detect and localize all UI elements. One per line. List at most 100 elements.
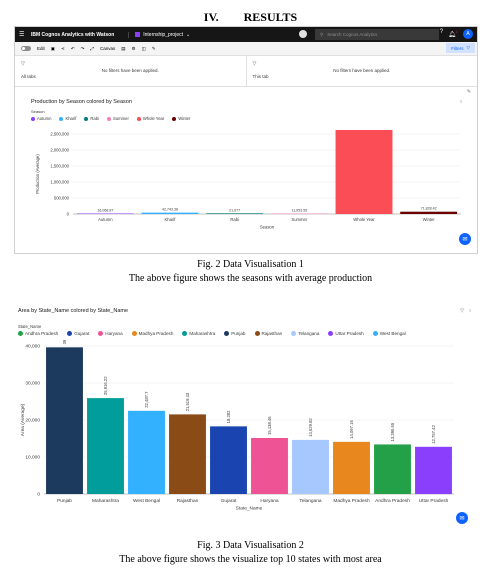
assistant-icon[interactable] [299,30,307,38]
cognos-screenshot: ☰ IBM Cognos Analytics with Watson Inter… [14,26,478,254]
legend-item[interactable]: Kharif [59,116,76,121]
data-label: 42,743.38 [162,208,178,212]
y-tick-label: 0 [67,212,70,217]
data-label: 13,395.65 [390,422,395,441]
legend-item[interactable]: Summer [107,116,129,121]
legend-label: Whole Year [142,116,165,121]
chat-assistant-icon[interactable]: ✉ [459,233,471,245]
bulb-icon[interactable]: ♀ [459,99,463,105]
bar [415,446,452,494]
redo-icon[interactable]: ↷ [80,45,85,51]
chart-title: Production by Season colored by Season [31,99,132,105]
search-icon: ⚲ [320,31,324,37]
undo-icon[interactable]: ↶ [70,45,75,51]
legend-item[interactable]: Rajasthan [254,331,282,336]
legend-title: State_Name [18,324,42,329]
no-filters-message: No filters have been applied. [333,68,391,73]
legend-swatch [31,116,35,121]
data-label: 12,757.42 [431,424,436,443]
top-navigation-bar: ☰ IBM Cognos Analytics with Watson Inter… [15,27,477,42]
this-tab-label: This tab [252,74,269,79]
legend-label: Gujarat [74,331,90,336]
pin-icon[interactable]: ✎ [151,45,156,51]
avatar[interactable]: A [463,29,473,39]
legend-label: Telangana [298,331,320,336]
chat-assistant-icon[interactable]: ✉ [456,512,468,524]
data-label: 21,519.43 [185,392,190,411]
legend-label: Punjab [231,331,246,336]
data-label: 11,953.55 [291,209,307,213]
legend-item[interactable]: Gujarat [67,331,89,336]
legend-label: Madhya Pradesh [138,331,174,336]
legend-item[interactable]: Winter [172,116,190,121]
settings-icon[interactable]: ⚙ [131,45,136,51]
bar [46,347,83,494]
edit-toggle[interactable] [21,46,31,51]
pen-icon[interactable]: ✎ [466,89,471,95]
data-label: 21,077 [229,208,240,212]
legend-swatch [328,331,334,336]
y-tick-label: 0 [37,492,40,498]
project-tab[interactable]: Internship_project ⌄ [128,31,191,38]
figure-2-title: Fig. 2 Data Visualisation 1 [197,259,304,270]
legend-item[interactable]: Haryana [98,331,123,336]
data-label: 18,282 [226,410,231,423]
filter-icon[interactable]: ▽ [460,308,464,314]
legend-swatch [254,331,260,336]
legend-swatch [67,331,73,336]
bar [76,213,134,214]
legend-label: Summer [113,116,129,121]
figure-3-description: The above figure shows the visualize top… [119,554,382,565]
legend-swatch [182,331,188,336]
this-tab-filter-pane[interactable]: ▽ This tab No filters have been applied. [247,56,478,86]
legend-item[interactable]: Uttar Pradesh [328,331,364,336]
canvas-label[interactable]: Canvas [99,46,116,51]
legend-item[interactable]: Punjab [224,331,246,336]
data-label: 15,138.46 [267,416,272,435]
menu-icon[interactable]: ☰ [19,32,25,38]
filters-button[interactable]: Filters ▽ [446,43,475,53]
help-icon[interactable]: ? [439,29,444,35]
legend-swatch [131,331,137,336]
x-axis-label: Season [260,224,275,229]
expand-icon[interactable]: ⤢ [90,46,94,51]
bar [251,437,288,494]
edit-label: Edit [37,46,45,51]
notification-count: 1 [455,29,458,34]
bar [292,439,329,494]
legend-swatch [172,116,177,121]
legend-item[interactable]: Rabi [84,116,99,121]
format-icon[interactable]: ▤ [121,45,126,51]
bar [400,211,458,214]
app-brand: IBM Cognos Analytics with Watson [31,31,115,38]
dashboard-icon [135,32,141,37]
legend-item[interactable]: Madhya Pradesh [131,331,174,336]
bulb-icon[interactable]: ♀ [468,308,472,314]
search-input[interactable]: ⚲ Search Cognos Analytics [315,29,439,40]
save-icon[interactable]: ▣ [50,45,56,51]
toolbar: Edit ▣ ⋖ ↶ ↷ ⤢ Canvas ▤ ⚙ ◫ ✎ Filters ▽ [15,42,477,56]
data-label: 71,828.42 [421,207,437,211]
legend-swatch [107,116,112,121]
chevron-down-icon: ⌄ [186,31,191,38]
y-axis-label: Area (Average) [20,403,26,436]
all-tabs-filter-pane[interactable]: ▽ All tabs No filters have been applied. [15,56,247,86]
legend-swatch [98,331,104,336]
legend-item[interactable]: West Bengal [372,331,406,336]
share-icon[interactable]: ⋖ [61,45,65,51]
legend-label: Uttar Pradesh [335,331,364,336]
bar [210,426,247,494]
legend-swatch [136,116,141,121]
notification-icon[interactable]: 🔔︎1 [448,29,458,38]
legend-item[interactable]: Autumn [31,116,51,121]
legend-item[interactable]: Andhra Pradesh [18,331,58,336]
legend-item[interactable]: Whole Year [136,116,165,121]
legend-item[interactable]: Maharashtra [182,331,215,336]
layout-icon[interactable]: ◫ [141,45,146,51]
data-label: 16,068.87 [97,208,113,212]
chart-legend: Andhra Pradesh Gujarat Haryana Madhya Prade… [18,331,406,336]
search-placeholder: Search Cognos Analytics [327,32,378,37]
y-tick-label: 10,000 [25,455,40,461]
x-tick-label: Whole Year [353,217,375,222]
legend-item[interactable]: Telangana [291,331,319,336]
